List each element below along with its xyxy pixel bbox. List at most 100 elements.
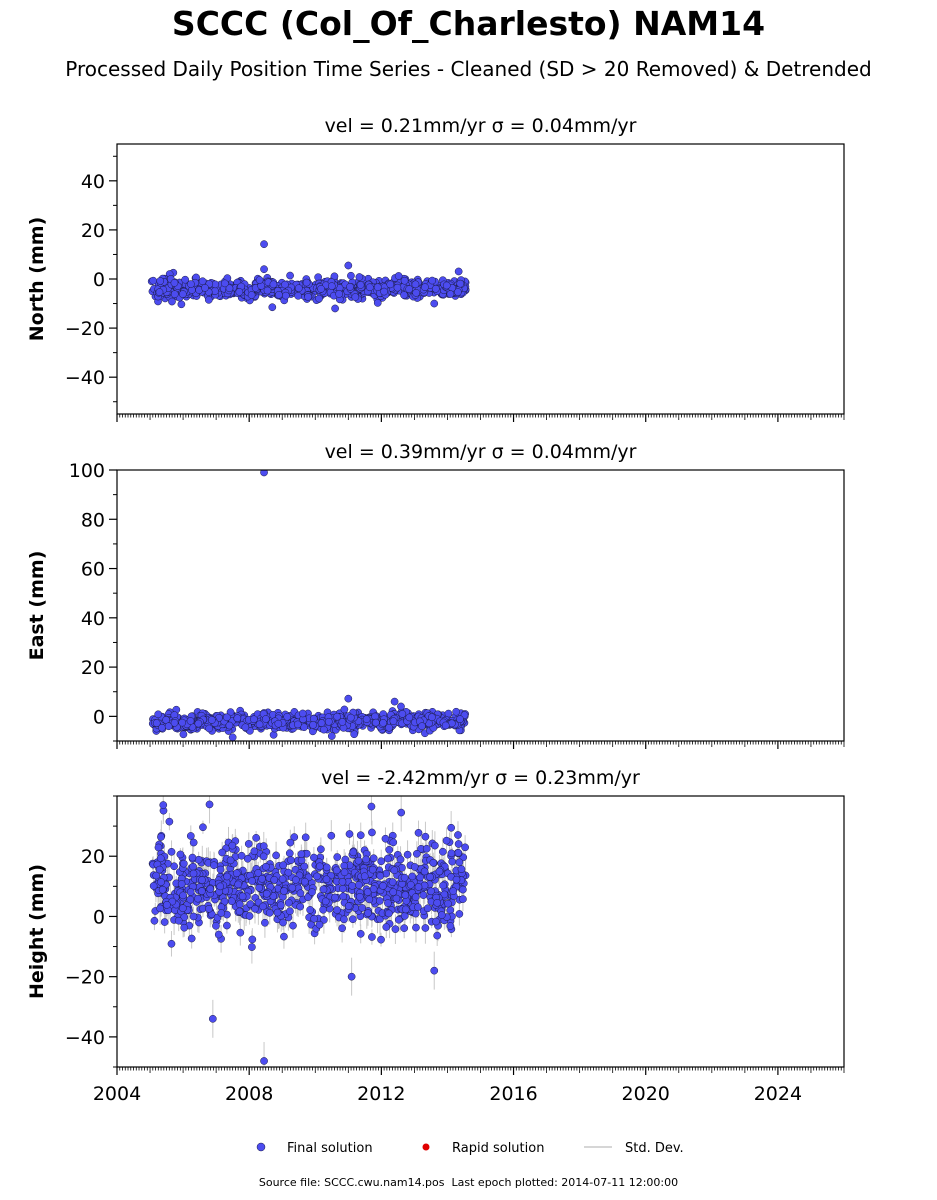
y-tick-label: 100 bbox=[69, 460, 105, 482]
data-point bbox=[260, 470, 268, 477]
data-point bbox=[398, 710, 407, 718]
data-point bbox=[194, 719, 203, 728]
data-point bbox=[347, 271, 355, 280]
data-point bbox=[397, 702, 405, 711]
data-point bbox=[346, 713, 355, 722]
data-point bbox=[394, 272, 403, 280]
panel-height: vel = -2.42mm/yr σ = 0.23mm/yr Height (mm… bbox=[26, 767, 845, 1105]
data-point bbox=[430, 299, 439, 308]
data-point bbox=[250, 715, 258, 724]
data-point bbox=[390, 697, 399, 706]
data-point bbox=[298, 709, 307, 718]
data-point bbox=[225, 284, 234, 293]
data-point bbox=[178, 290, 187, 298]
data-point bbox=[441, 721, 450, 730]
y-tick-label: 80 bbox=[81, 509, 105, 531]
final-solution-points bbox=[148, 470, 469, 741]
data-point bbox=[302, 278, 311, 287]
data-point bbox=[373, 283, 382, 292]
data-point bbox=[155, 288, 164, 296]
data-point bbox=[260, 265, 268, 274]
data-point bbox=[412, 289, 421, 297]
data-point bbox=[315, 294, 323, 303]
std-dev-bars bbox=[152, 470, 466, 741]
data-point bbox=[181, 275, 190, 284]
data-point bbox=[225, 721, 234, 730]
data-point bbox=[379, 719, 387, 727]
data-point bbox=[362, 715, 371, 724]
panel-north: vel = 0.21mm/yr σ = 0.04mm/yr North (mm)−… bbox=[26, 115, 845, 422]
data-point bbox=[350, 730, 359, 739]
data-point bbox=[317, 285, 325, 293]
data-point bbox=[380, 287, 388, 296]
data-point bbox=[286, 271, 294, 280]
data-point bbox=[179, 730, 188, 739]
data-point bbox=[187, 280, 195, 288]
data-point bbox=[255, 276, 264, 284]
data-point bbox=[335, 290, 344, 298]
data-point bbox=[454, 267, 463, 276]
data-point bbox=[356, 281, 365, 289]
y-tick-label: 60 bbox=[81, 559, 105, 581]
data-point bbox=[281, 291, 290, 300]
data-point bbox=[331, 304, 339, 313]
data-point bbox=[346, 283, 354, 291]
data-point bbox=[177, 300, 186, 309]
data-point bbox=[344, 694, 353, 703]
data-point bbox=[393, 283, 402, 292]
data-point bbox=[274, 719, 283, 728]
data-point bbox=[421, 283, 429, 292]
data-point bbox=[351, 293, 360, 301]
data-point bbox=[261, 715, 270, 723]
panel-title: vel = 0.21mm/yr σ = 0.04mm/yr bbox=[325, 115, 637, 137]
data-point bbox=[149, 276, 158, 285]
data-point bbox=[281, 280, 289, 289]
data-point bbox=[205, 724, 214, 733]
data-point bbox=[263, 286, 272, 295]
data-point bbox=[418, 722, 426, 731]
data-point bbox=[152, 719, 161, 727]
data-point bbox=[178, 718, 187, 727]
y-tick-label: 20 bbox=[81, 220, 105, 242]
data-point bbox=[294, 291, 302, 300]
data-point bbox=[431, 284, 440, 293]
y-tick-label: 40 bbox=[81, 171, 105, 193]
data-point bbox=[400, 291, 408, 299]
data-point bbox=[386, 280, 395, 289]
data-point bbox=[456, 279, 465, 288]
data-point bbox=[154, 710, 163, 719]
data-point bbox=[365, 283, 374, 292]
data-point bbox=[294, 284, 303, 293]
data-point bbox=[170, 279, 179, 287]
data-point bbox=[241, 723, 250, 732]
data-point bbox=[260, 240, 268, 248]
data-point bbox=[338, 718, 347, 726]
data-point bbox=[442, 281, 451, 290]
data-point bbox=[304, 293, 312, 301]
y-axis-label: East (mm) bbox=[26, 551, 48, 661]
y-tick-label: −20 bbox=[65, 318, 105, 340]
data-point bbox=[446, 290, 455, 298]
y-tick-label: 40 bbox=[81, 608, 105, 630]
y-axis-label: North (mm) bbox=[26, 217, 48, 342]
data-point bbox=[344, 261, 353, 270]
y-tick-label: 0 bbox=[93, 706, 105, 728]
data-point bbox=[221, 279, 229, 288]
data-point bbox=[201, 284, 209, 292]
axes-frame bbox=[116, 469, 845, 742]
data-point bbox=[247, 291, 256, 299]
data-point bbox=[255, 720, 264, 729]
panel-title: vel = 0.39mm/yr σ = 0.04mm/yr bbox=[325, 441, 637, 463]
data-point bbox=[389, 717, 398, 726]
data-point bbox=[235, 288, 244, 296]
y-tick-label: 0 bbox=[93, 269, 105, 291]
data-point bbox=[385, 723, 393, 732]
data-point bbox=[319, 725, 328, 734]
data-point bbox=[333, 712, 342, 721]
data-point bbox=[373, 299, 382, 307]
data-point bbox=[428, 276, 437, 285]
data-point bbox=[226, 708, 235, 716]
data-point bbox=[355, 273, 364, 281]
data-point bbox=[186, 717, 195, 725]
